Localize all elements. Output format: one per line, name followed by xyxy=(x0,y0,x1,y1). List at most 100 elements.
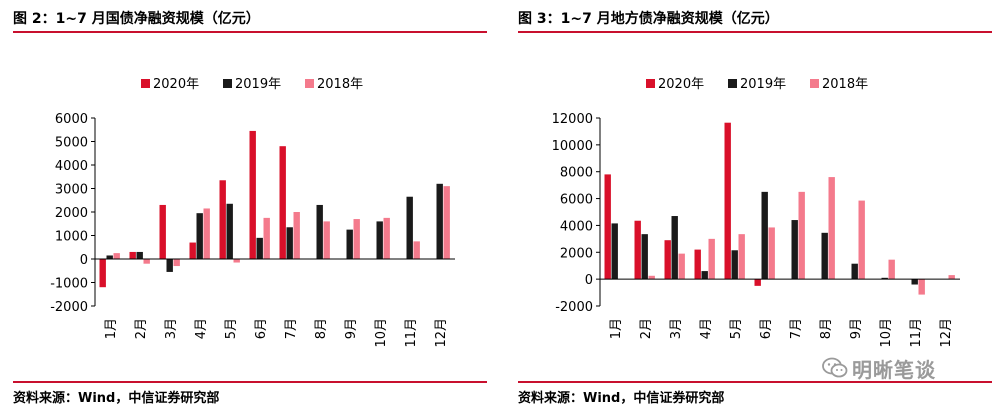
x-tick-label: 6月 xyxy=(759,318,774,339)
bar xyxy=(604,174,611,280)
bar xyxy=(346,229,353,259)
y-tick-label: -2000 xyxy=(50,300,88,315)
bar xyxy=(226,203,233,259)
bar xyxy=(611,223,618,280)
x-tick-label: 12月 xyxy=(939,318,954,348)
bar xyxy=(353,219,360,259)
legend-label: 2018年 xyxy=(317,77,363,92)
bar xyxy=(173,259,180,267)
legend-swatch xyxy=(728,79,737,88)
bar xyxy=(881,277,888,280)
bar xyxy=(761,191,768,280)
x-tick-label: 12月 xyxy=(434,318,449,348)
title-divider xyxy=(518,31,992,33)
y-tick-label: 4000 xyxy=(55,159,88,174)
x-tick-label: 8月 xyxy=(819,318,834,339)
x-tick-label: 3月 xyxy=(164,318,179,339)
y-tick-label: 12000 xyxy=(552,112,593,127)
bar xyxy=(383,217,390,259)
bar xyxy=(316,204,323,259)
bar xyxy=(233,259,240,263)
bar xyxy=(641,234,648,280)
bar xyxy=(634,220,641,280)
bar xyxy=(678,253,685,280)
bar xyxy=(701,271,708,280)
chart-panel-left: 图 2：1~7 月国债净融资规模（亿元） 2020年 2019年 2018年 -200… xyxy=(13,0,493,419)
y-tick-label: -2000 xyxy=(555,300,593,315)
y-tick-label: 5000 xyxy=(55,136,88,151)
x-tick-label: 8月 xyxy=(314,318,329,339)
bar xyxy=(754,279,761,286)
y-tick-label: 8000 xyxy=(560,166,593,181)
y-tick-label: 2000 xyxy=(55,206,88,221)
bar xyxy=(443,186,450,259)
legend-swatch xyxy=(223,79,232,88)
title-divider xyxy=(13,31,487,33)
y-tick-label: 2000 xyxy=(560,246,593,261)
bar xyxy=(828,177,835,280)
chart-panel-right: 图 3：1~7 月地方债净融资规模（亿元） 2020年 2019年 2018年 -20… xyxy=(518,0,998,419)
bar xyxy=(798,191,805,280)
bar xyxy=(136,251,143,259)
y-tick-label: 4000 xyxy=(560,219,593,234)
legend-label: 2020年 xyxy=(658,77,704,92)
bar xyxy=(286,227,293,259)
x-tick-label: 1月 xyxy=(609,318,624,339)
bar xyxy=(791,220,798,280)
bar xyxy=(189,242,196,259)
bar xyxy=(821,232,828,280)
x-tick-label: 1月 xyxy=(104,318,119,339)
x-tick-label: 5月 xyxy=(729,318,744,339)
bar xyxy=(436,183,443,259)
bar xyxy=(768,227,775,280)
bar xyxy=(731,250,738,280)
bar xyxy=(113,253,120,259)
legend-swatch xyxy=(646,79,655,88)
wechat-icon xyxy=(822,357,848,378)
figure-title: 图 2：1~7 月国债净融资规模（亿元） xyxy=(13,11,260,27)
x-tick-label: 6月 xyxy=(254,318,269,339)
legend-label: 2020年 xyxy=(153,77,199,92)
national-bond-chart: 2020年 2019年 2018年 -2000 -1000 0 1000 2000 3000 40… xyxy=(50,77,455,348)
bar xyxy=(293,212,300,259)
y-tick-label: 1000 xyxy=(55,230,88,245)
bar xyxy=(279,146,286,259)
bar xyxy=(694,249,701,280)
bar xyxy=(858,200,865,280)
bar xyxy=(888,259,895,280)
watermark: 明晰笔谈 xyxy=(822,354,936,382)
bar xyxy=(413,241,420,259)
bar xyxy=(219,180,226,259)
x-tick-label: 3月 xyxy=(669,318,684,339)
legend-label: 2018年 xyxy=(822,77,868,92)
bar xyxy=(203,208,210,259)
x-tick-label: 9月 xyxy=(849,318,864,339)
bar xyxy=(143,259,150,264)
legend-swatch xyxy=(141,79,150,88)
bar xyxy=(256,237,263,259)
bar xyxy=(249,130,256,259)
bar xyxy=(664,240,671,280)
bar xyxy=(948,275,955,280)
watermark-text: 明晰笔谈 xyxy=(852,357,936,382)
bar xyxy=(738,234,745,280)
legend-label: 2019年 xyxy=(740,77,786,92)
bar xyxy=(99,259,106,288)
bar xyxy=(724,122,731,280)
local-bond-chart: 2020年 2019年 2018年 -2000 0 2000 4000 6000 8000 100… xyxy=(552,77,960,348)
x-tick-label: 11月 xyxy=(909,318,924,348)
x-tick-label: 10月 xyxy=(879,318,894,348)
bar xyxy=(263,217,270,259)
source-divider xyxy=(518,381,992,383)
bar xyxy=(129,251,136,259)
bar xyxy=(851,263,858,280)
x-tick-label: 5月 xyxy=(224,318,239,339)
y-tick-label: 6000 xyxy=(55,112,88,127)
y-tick-label: 3000 xyxy=(55,183,88,198)
x-tick-label: 2月 xyxy=(134,318,149,339)
bar xyxy=(323,221,330,259)
y-tick-label: -1000 xyxy=(50,277,88,292)
bar xyxy=(166,259,173,272)
figure-title: 图 3：1~7 月地方债净融资规模（亿元） xyxy=(518,11,779,27)
x-tick-label: 11月 xyxy=(404,318,419,348)
